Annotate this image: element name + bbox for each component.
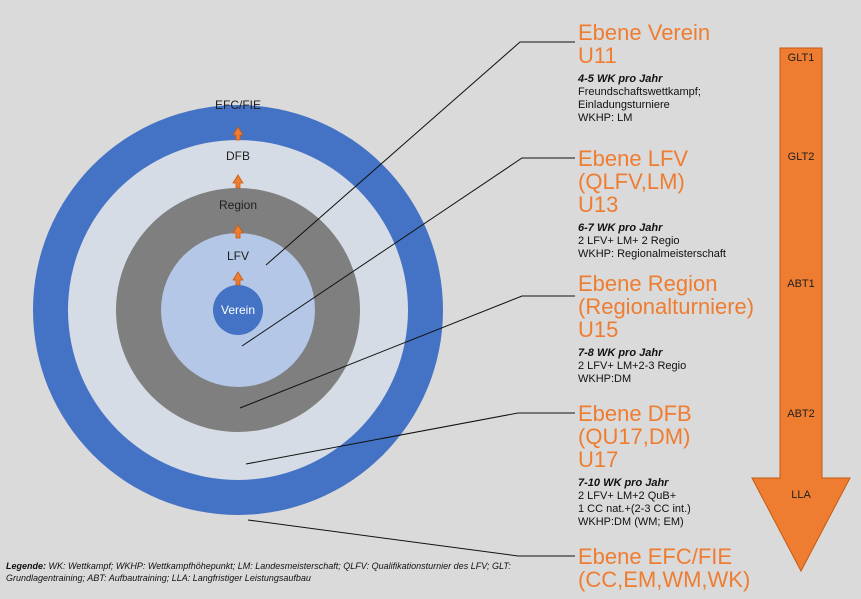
level-verein: Ebene Verein U11 4-5 WK pro Jahr Freundsc… [578,21,710,125]
level-dfb: Ebene DFB (QU17,DM) U17 7-10 WK pro Jahr… [578,402,692,529]
level-wk: 4-5 WK pro Jahr [578,73,663,85]
up-arrow-icon [232,271,244,286]
legend: Legende: WK: Wettkampf; WKHP: Wettkampfh… [6,560,526,584]
up-arrow-icon [232,174,244,189]
legend-title: Legende: [6,561,47,571]
connector-line-lfv [241,157,575,347]
ring-label-verein: Verein [220,303,256,317]
phase-label: ABT2 [787,408,815,420]
level-title: Ebene DFB (QU17,DM) U17 [578,401,692,472]
phase-label: GLT2 [787,151,815,163]
level-title: Ebene Verein U11 [578,20,711,68]
level-title: Ebene Region (Regionalturniere) U15 [578,271,755,342]
level-efc: Ebene EFC/FIE (CC,EM,WM,WK) [578,545,750,591]
level-detail: 2 LFV+ LM+2-3 Regio WKHP:DM [578,360,687,385]
ring-label-dfb: DFB [226,149,250,163]
phase-label: ABT1 [787,278,815,290]
level-detail: 2 LFV+ LM+ 2 Regio WKHP: Regionalmeister… [578,235,726,260]
level-lfv: Ebene LFV (QLFV,LM) U13 6-7 WK pro Jahr 2… [578,147,726,261]
legend-text: WK: Wettkampf; WKHP: Wettkampfhöhepunkt;… [6,561,511,583]
ring-label-region: Region [218,198,258,212]
phase-label: GLT1 [787,52,815,64]
connector-line-region [239,295,575,409]
connector-line-dfb [245,412,575,465]
ring-label-efc: EFC/FIE [214,98,261,112]
ring-verein [213,285,263,335]
level-title: Ebene EFC/FIE (CC,EM,WM,WK) [578,544,751,592]
level-detail: Freundschaftswettkampf; Einladungsturnie… [578,86,701,124]
level-title: Ebene LFV (QLFV,LM) U13 [578,146,689,217]
up-arrow-icon [232,224,244,239]
level-detail: 2 LFV+ LM+2 QuB+ 1 CC nat.+(2-3 CC int.)… [578,490,691,528]
connector-line-verein [265,41,575,266]
level-region: Ebene Region (Regionalturniere) U15 7-8 … [578,272,754,386]
level-wk: 7-8 WK pro Jahr [578,347,663,359]
phase-arrow [751,47,851,573]
up-arrow-icon [232,126,244,141]
ring-label-lfv: LFV [226,249,249,263]
phase-label: LLA [791,489,811,501]
connector-line-efc [247,519,575,557]
level-wk: 7-10 WK pro Jahr [578,477,669,489]
level-wk: 6-7 WK pro Jahr [578,222,663,234]
